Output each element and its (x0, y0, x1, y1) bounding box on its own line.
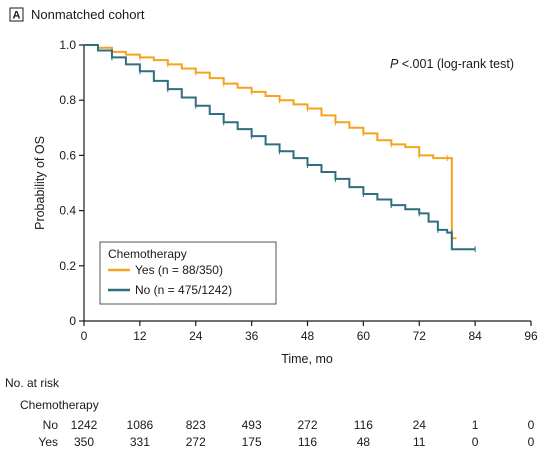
pvalue-italic: P (390, 57, 399, 71)
risk-row-label: Yes (38, 435, 58, 449)
x-tick-label: 24 (189, 329, 203, 343)
y-axis-title: Probability of OS (33, 136, 47, 230)
y-axis: 0 0.2 0.4 0.6 0.8 1.0 (59, 38, 85, 328)
pvalue-annotation: P <.001 (log-rank test) (390, 57, 514, 71)
risk-value: 48 (357, 435, 371, 449)
risk-value: 175 (242, 435, 262, 449)
risk-value: 116 (354, 418, 373, 432)
x-axis: 0 12 24 36 48 60 72 84 96 (81, 320, 538, 343)
legend-title: Chemotherapy (108, 247, 187, 261)
risk-value: 0 (472, 435, 479, 449)
panel-letter: A (13, 10, 21, 22)
risk-row-label: No (43, 418, 59, 432)
series-layer (84, 44, 476, 253)
risk-rows: No 1242 1086 823 493 272 116 24 1 0 Yes 350 331 272 17… (38, 418, 534, 449)
legend-label: Yes (n = 88/350) (135, 263, 223, 277)
y-tick-label: 0.8 (59, 93, 76, 107)
y-tick-label: 0.6 (59, 148, 76, 162)
legend-box (99, 241, 277, 305)
y-tick-label: 0.2 (59, 259, 76, 273)
x-tick-label: 48 (301, 329, 315, 343)
x-tick-label: 84 (468, 329, 482, 343)
risk-table: No. at risk Chemotherapy No 1242 1086 823 49… (5, 376, 535, 449)
legend-label: No (n = 475/1242) (135, 283, 232, 297)
y-tick-label: 0.4 (59, 204, 76, 218)
y-tick-label: 0 (69, 314, 76, 328)
x-tick-label: 12 (133, 329, 147, 343)
panel-letter-box (9, 7, 24, 22)
x-axis-title: Time, mo (281, 352, 333, 366)
risk-value: 1242 (71, 418, 98, 432)
legend: Chemotherapy Yes (n = 88/350) No (n = 475… (99, 241, 277, 305)
x-tick-label: 72 (413, 329, 427, 343)
legend-items: Yes (n = 88/350) No (n = 475/1242) (108, 263, 232, 297)
risk-value: 1086 (127, 418, 154, 432)
y-tick-label: 1.0 (59, 38, 76, 52)
risk-table-subheading: Chemotherapy (20, 398, 99, 412)
pvalue-rest: <.001 (log-rank test) (398, 57, 514, 71)
risk-value: 0 (528, 418, 535, 432)
x-tick-label: 36 (245, 329, 259, 343)
risk-value: 823 (186, 418, 206, 432)
risk-value: 272 (297, 418, 317, 432)
risk-table-heading: No. at risk (5, 376, 60, 390)
risk-value: 11 (413, 435, 426, 449)
risk-value: 0 (528, 435, 535, 449)
risk-value: 350 (74, 435, 94, 449)
x-tick-label: 60 (357, 329, 371, 343)
risk-value: 1 (472, 418, 479, 432)
x-tick-label: 96 (524, 329, 538, 343)
series-line-yes (84, 44, 457, 240)
x-tick-label: 0 (81, 329, 88, 343)
chart-title: Nonmatched cohort (31, 7, 145, 22)
risk-value: 272 (186, 435, 206, 449)
risk-value: 24 (413, 418, 427, 432)
risk-value: 116 (298, 435, 317, 449)
risk-value: 493 (242, 418, 262, 432)
risk-value: 331 (130, 435, 150, 449)
